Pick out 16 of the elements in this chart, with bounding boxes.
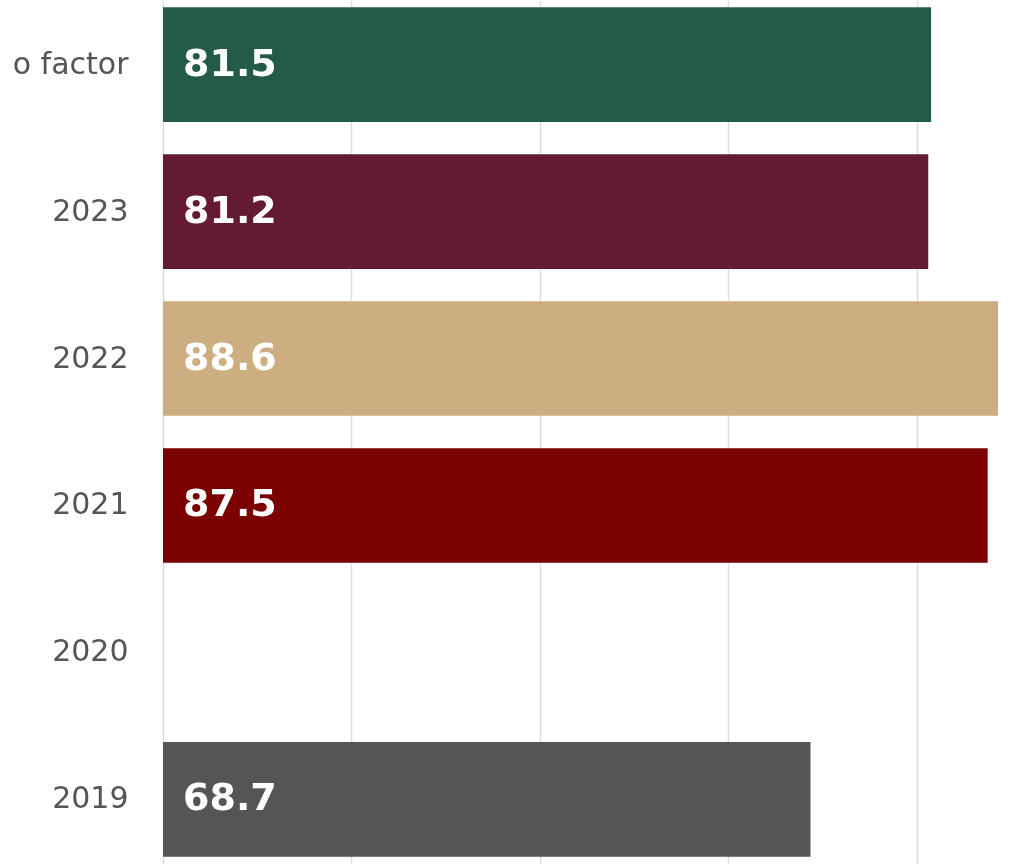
- y-tick-label: 2022: [52, 339, 129, 375]
- data-label: 88.6: [183, 334, 277, 379]
- y-tick-label: o factor: [12, 45, 130, 81]
- y-tick-label: 2019: [52, 780, 129, 816]
- y-tick-label: 2021: [52, 486, 129, 522]
- y-tick-label: 2023: [52, 192, 129, 228]
- bar: [163, 301, 998, 416]
- bar: [163, 7, 932, 122]
- data-label: 87.5: [183, 481, 277, 526]
- data-label: 81.2: [183, 187, 277, 232]
- bar: [163, 742, 811, 857]
- data-label: 81.5: [183, 40, 277, 85]
- bar: [163, 154, 929, 269]
- bar: [163, 448, 988, 563]
- y-tick-label: 2020: [52, 633, 129, 669]
- data-label: 68.7: [183, 775, 277, 820]
